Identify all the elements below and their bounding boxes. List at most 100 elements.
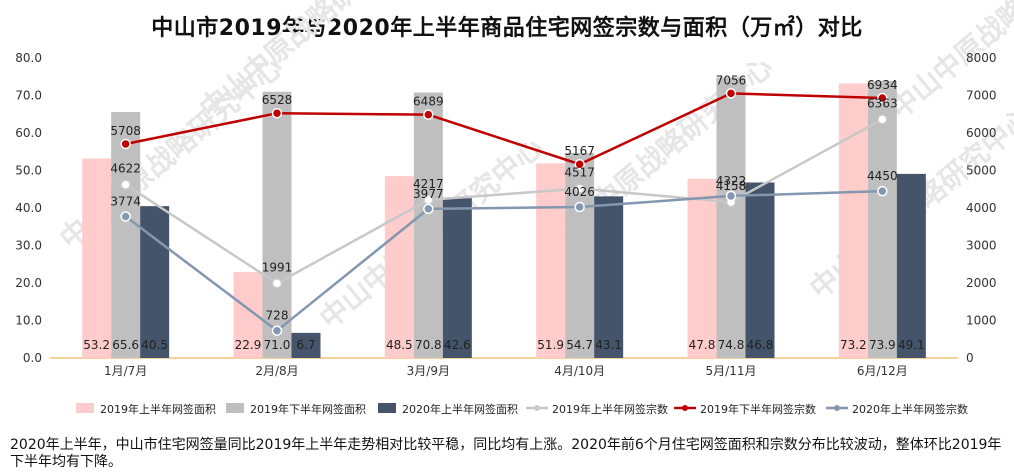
bar-value-label: 46.8 <box>747 338 774 352</box>
legend-label: 2019年上半年网签面积 <box>100 402 216 416</box>
line-point <box>271 325 283 336</box>
line-point <box>725 190 737 202</box>
bar <box>82 158 112 358</box>
legend-label: 2020年上半年网签宗数 <box>852 402 968 416</box>
x-tick-label: 4月/10月 <box>554 364 605 378</box>
watermark-text: 中山中原战略研究中心 <box>193 0 429 125</box>
line-point <box>574 158 585 170</box>
bar <box>140 206 170 358</box>
point-value-label: 6934 <box>867 78 898 92</box>
bar <box>687 178 717 358</box>
x-tick-label: 2月/8月 <box>255 364 298 378</box>
line-point <box>423 109 434 120</box>
y-left-tick-label: 30.0 <box>15 239 42 253</box>
axes: 0.0 10.0 20.0 30.0 40.0 50.0 60.0 70.0 80.0 0 1000… <box>15 51 996 378</box>
bar-value-label: 53.2 <box>83 338 110 352</box>
bar-value-label: 65.6 <box>112 338 139 352</box>
point-value-label: 4622 <box>110 162 141 176</box>
legend-label: 2020年上半年网签面积 <box>402 402 518 416</box>
y-right-tick-label: 7000 <box>966 89 997 103</box>
y-left-tick-label: 50.0 <box>15 164 42 178</box>
point-value-label: 4322 <box>716 174 747 188</box>
y-left-tick-label: 60.0 <box>15 126 42 140</box>
x-tick-label: 6月/12月 <box>857 364 908 378</box>
point-value-label: 7056 <box>716 73 747 87</box>
bar <box>442 198 472 358</box>
data-labels: 53.2 22.9 48.5 51.9 47.8 73.2 65.6 71.0 70.8 54.7… <box>83 73 924 352</box>
bar <box>111 112 141 358</box>
y-left-tick-label: 40.0 <box>15 201 42 215</box>
y-right-tick-label: 4000 <box>966 201 997 215</box>
legend: 2019年上半年网签面积 2019年下半年网签面积 2020年上半年网签面积 2019… <box>76 402 968 416</box>
y-right-tick-label: 2000 <box>966 276 997 290</box>
point-value-label: 728 <box>266 309 289 323</box>
bars <box>82 77 926 358</box>
series-line <box>125 92 883 166</box>
y-right-tick-label: 5000 <box>966 164 997 178</box>
legend-marker <box>834 405 840 411</box>
legend-label: 2019年下半年网签面积 <box>250 402 366 416</box>
point-value-label: 5167 <box>564 144 595 158</box>
bar <box>594 196 624 358</box>
bar-value-label: 49.1 <box>898 338 925 352</box>
bar-value-label: 73.9 <box>869 338 896 352</box>
y-right-tick-label: 6000 <box>966 126 997 140</box>
y-left-tick-label: 70.0 <box>15 89 42 103</box>
bar <box>384 176 414 358</box>
bar-value-label: 43.1 <box>595 338 622 352</box>
line-point <box>423 203 434 215</box>
bar-value-label: 47.8 <box>689 338 716 352</box>
line-point <box>877 92 888 104</box>
point-value-label: 3977 <box>413 187 444 201</box>
y-right-tick-label: 8000 <box>966 51 997 65</box>
bar-value-label: 71.0 <box>264 338 291 352</box>
y-left-tick-label: 0.0 <box>23 351 42 365</box>
caption-text: 2020年上半年，中山市住宅网签量同比2019年上半年走势相对比较平稳，同比均有… <box>10 437 1002 470</box>
legend-label: 2019年下半年网签宗数 <box>700 402 816 416</box>
line-point <box>574 183 585 194</box>
series-line <box>124 118 883 285</box>
line-point <box>271 278 283 289</box>
bar <box>896 173 926 358</box>
line-point <box>271 107 283 119</box>
y-right-tick-label: 1000 <box>966 314 997 328</box>
bar <box>262 91 292 358</box>
point-value-label: 3774 <box>110 194 141 208</box>
bar-value-label: 70.8 <box>415 338 442 352</box>
bar-value-label: 73.2 <box>840 338 867 352</box>
line-point <box>120 138 131 150</box>
y-left-tick-label: 10.0 <box>15 314 42 328</box>
bar <box>716 77 746 358</box>
bar-value-label: 6.7 <box>296 338 315 352</box>
y-right-tick-label: 3000 <box>966 239 997 253</box>
y-right-tick-label: 0 <box>966 351 974 365</box>
legend-marker <box>682 405 688 411</box>
point-value-label: 6363 <box>867 96 898 110</box>
point-value-label: 4517 <box>564 166 595 180</box>
line-point <box>120 179 131 190</box>
line-point <box>877 185 888 197</box>
x-tick-label: 1月/7月 <box>104 364 147 378</box>
point-value-label: 6528 <box>262 93 293 107</box>
y-left-tick-label: 20.0 <box>15 276 42 290</box>
line-point <box>877 114 888 125</box>
point-value-label: 1991 <box>262 260 293 274</box>
line-point <box>725 88 737 99</box>
bar <box>838 83 868 358</box>
point-value-label: 4026 <box>564 185 595 199</box>
y-left-tick-label: 80.0 <box>15 51 42 65</box>
bar-value-label: 22.9 <box>235 338 262 352</box>
point-value-label: 4158 <box>716 179 747 193</box>
legend-swatch <box>226 403 244 413</box>
legend-marker <box>534 405 540 411</box>
point-value-label: 6489 <box>413 95 444 109</box>
x-tick-label: 3月/9月 <box>407 364 450 378</box>
bar-value-label: 40.5 <box>141 338 168 352</box>
legend-swatch <box>378 403 396 413</box>
legend-label: 2019年上半年网签宗数 <box>552 402 668 416</box>
line-point <box>574 201 585 213</box>
bar-value-label: 54.7 <box>566 338 593 352</box>
bar-value-label: 42.6 <box>444 338 471 352</box>
point-value-label: 4217 <box>413 177 444 191</box>
point-value-label: 4450 <box>867 169 898 183</box>
